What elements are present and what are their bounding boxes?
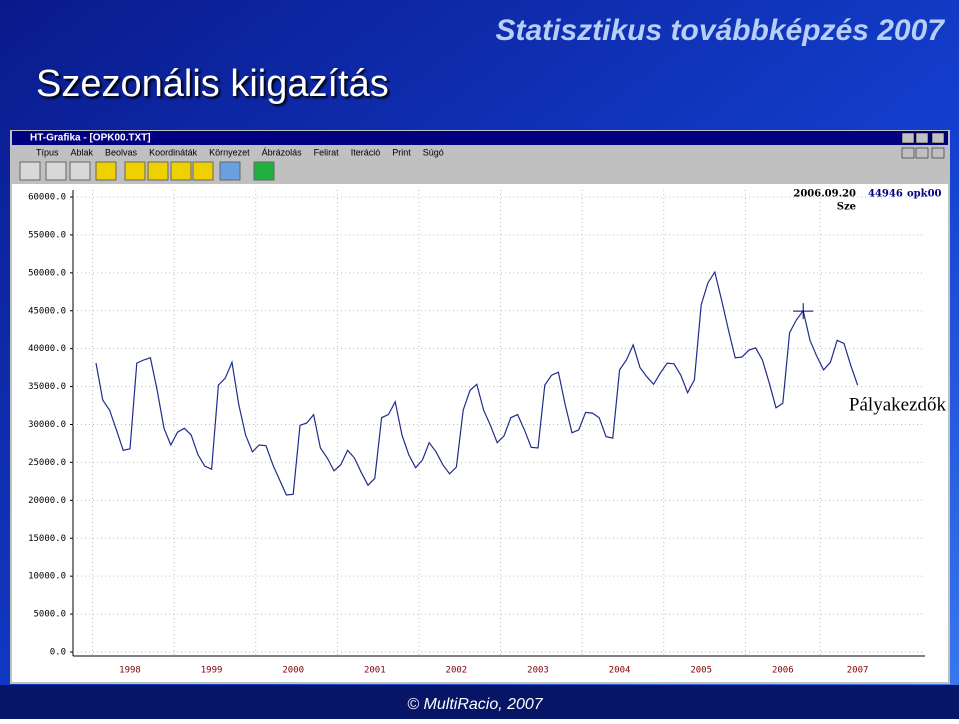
menu-item[interactable]: Ablak (71, 147, 94, 157)
annotation: 2006.09.20 (793, 189, 856, 200)
menu-item[interactable]: Felirat (314, 147, 340, 157)
close-button[interactable] (931, 132, 945, 144)
y-tick-label: 5000.0 (33, 610, 66, 620)
maximize-button[interactable] (915, 147, 929, 159)
y-tick-label: 50000.0 (28, 268, 66, 278)
menu-item[interactable]: Típus (36, 147, 59, 157)
x-tick-label: 2006 (772, 666, 794, 676)
y-tick-label: 60000.0 (28, 193, 66, 203)
menu-item[interactable]: Súgó (423, 147, 444, 157)
annotation: opk00 (907, 189, 942, 200)
slide-header: Statisztikus továbbképzés 2007 (495, 14, 945, 47)
toolbar (19, 161, 275, 181)
x-tick-label: 1998 (119, 666, 141, 676)
slide-title: Szezonális kiigazítás (36, 63, 389, 105)
window-buttons[interactable] (901, 132, 945, 159)
menu-item[interactable]: Beolvas (105, 147, 138, 157)
tool-button[interactable] (147, 161, 169, 181)
menu-item[interactable]: Ábrázolás (262, 147, 303, 157)
x-tick-label: 1999 (201, 666, 223, 676)
x-tick-label: 2003 (527, 666, 549, 676)
data-line (95, 270, 859, 496)
menu-item[interactable]: Print (392, 147, 411, 157)
tool-button[interactable] (170, 161, 192, 181)
annotation: Sze (837, 202, 856, 213)
y-tick-label: 45000.0 (28, 306, 66, 316)
slide-footer: © MultiRacio, 2007 (407, 696, 544, 713)
y-tick-label: 35000.0 (28, 382, 66, 392)
menu-item[interactable]: Környezet (209, 147, 250, 157)
y-tick-label: 10000.0 (28, 572, 66, 582)
tool-button[interactable] (253, 161, 275, 181)
x-tick-label: 2002 (446, 666, 468, 676)
menu-item[interactable]: Koordináták (149, 147, 198, 157)
y-tick-label: 0.0 (50, 648, 66, 658)
tool-button[interactable] (19, 161, 41, 181)
y-tick-label: 55000.0 (28, 230, 66, 240)
y-tick-label: 30000.0 (28, 420, 66, 430)
y-tick-label: 20000.0 (28, 496, 66, 506)
tool-button[interactable] (219, 161, 241, 181)
tool-button[interactable] (69, 161, 91, 181)
series-label: Pályakezdők (849, 394, 947, 415)
menu-bar: Típus Ablak Beolvas Koordináták Környezet Ábr… (36, 147, 444, 157)
tool-button[interactable] (95, 161, 117, 181)
x-tick-label: 2007 (847, 666, 869, 676)
x-tick-label: 2000 (282, 666, 304, 676)
tool-button[interactable] (192, 161, 214, 181)
x-tick-label: 2005 (690, 666, 712, 676)
window-title: HT-Grafika - [OPK00.TXT] (30, 133, 151, 144)
plot-background (12, 184, 948, 682)
maximize-button[interactable] (915, 132, 929, 144)
footer-bar (0, 685, 959, 719)
x-tick-label: 2004 (609, 666, 631, 676)
tool-button[interactable] (45, 161, 67, 181)
minimize-button[interactable] (901, 147, 915, 159)
x-tick-label: 2001 (364, 666, 386, 676)
minimize-button[interactable] (901, 132, 915, 144)
close-button[interactable] (931, 147, 945, 159)
menu-item[interactable]: Iteráció (351, 147, 381, 157)
tool-button[interactable] (124, 161, 146, 181)
title-bar (12, 131, 948, 145)
y-tick-label: 25000.0 (28, 458, 66, 468)
y-tick-label: 15000.0 (28, 534, 66, 544)
annotation: 44946 (868, 189, 903, 200)
y-tick-label: 40000.0 (28, 344, 66, 354)
